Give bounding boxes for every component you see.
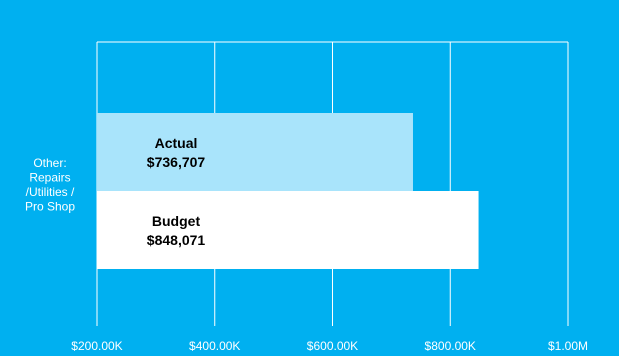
bar-label-actual-name: Actual (155, 135, 198, 151)
x-tick-label-3: $800.00K (425, 339, 476, 353)
category-label: Other: Repairs/Utilities / Pro Shop (25, 156, 75, 214)
bars (97, 113, 479, 269)
x-tick-label-2: $600.00K (307, 339, 358, 353)
bar-actual (97, 113, 413, 191)
x-tick-label-4: $1.00M (548, 339, 588, 353)
bar-label-budget-name: Budget (152, 213, 201, 229)
category-label-line-2: /Utilities / (26, 185, 75, 199)
category-label-line-0: Other: (33, 156, 66, 170)
category-label-line-1: Repairs (29, 171, 70, 185)
bar-labels: Actual $736,707 Budget $848,071 (147, 135, 206, 248)
bar-label-budget-value: $848,071 (147, 232, 206, 248)
x-axis-tick-labels: $200.00K $400.00K $600.00K $800.00K $1.00M (71, 339, 588, 353)
category-label-line-3: Pro Shop (25, 200, 75, 214)
x-tick-label-0: $200.00K (71, 339, 122, 353)
bar-label-actual-value: $736,707 (147, 154, 206, 170)
bar-budget (97, 191, 479, 269)
x-tick-label-1: $400.00K (189, 339, 240, 353)
